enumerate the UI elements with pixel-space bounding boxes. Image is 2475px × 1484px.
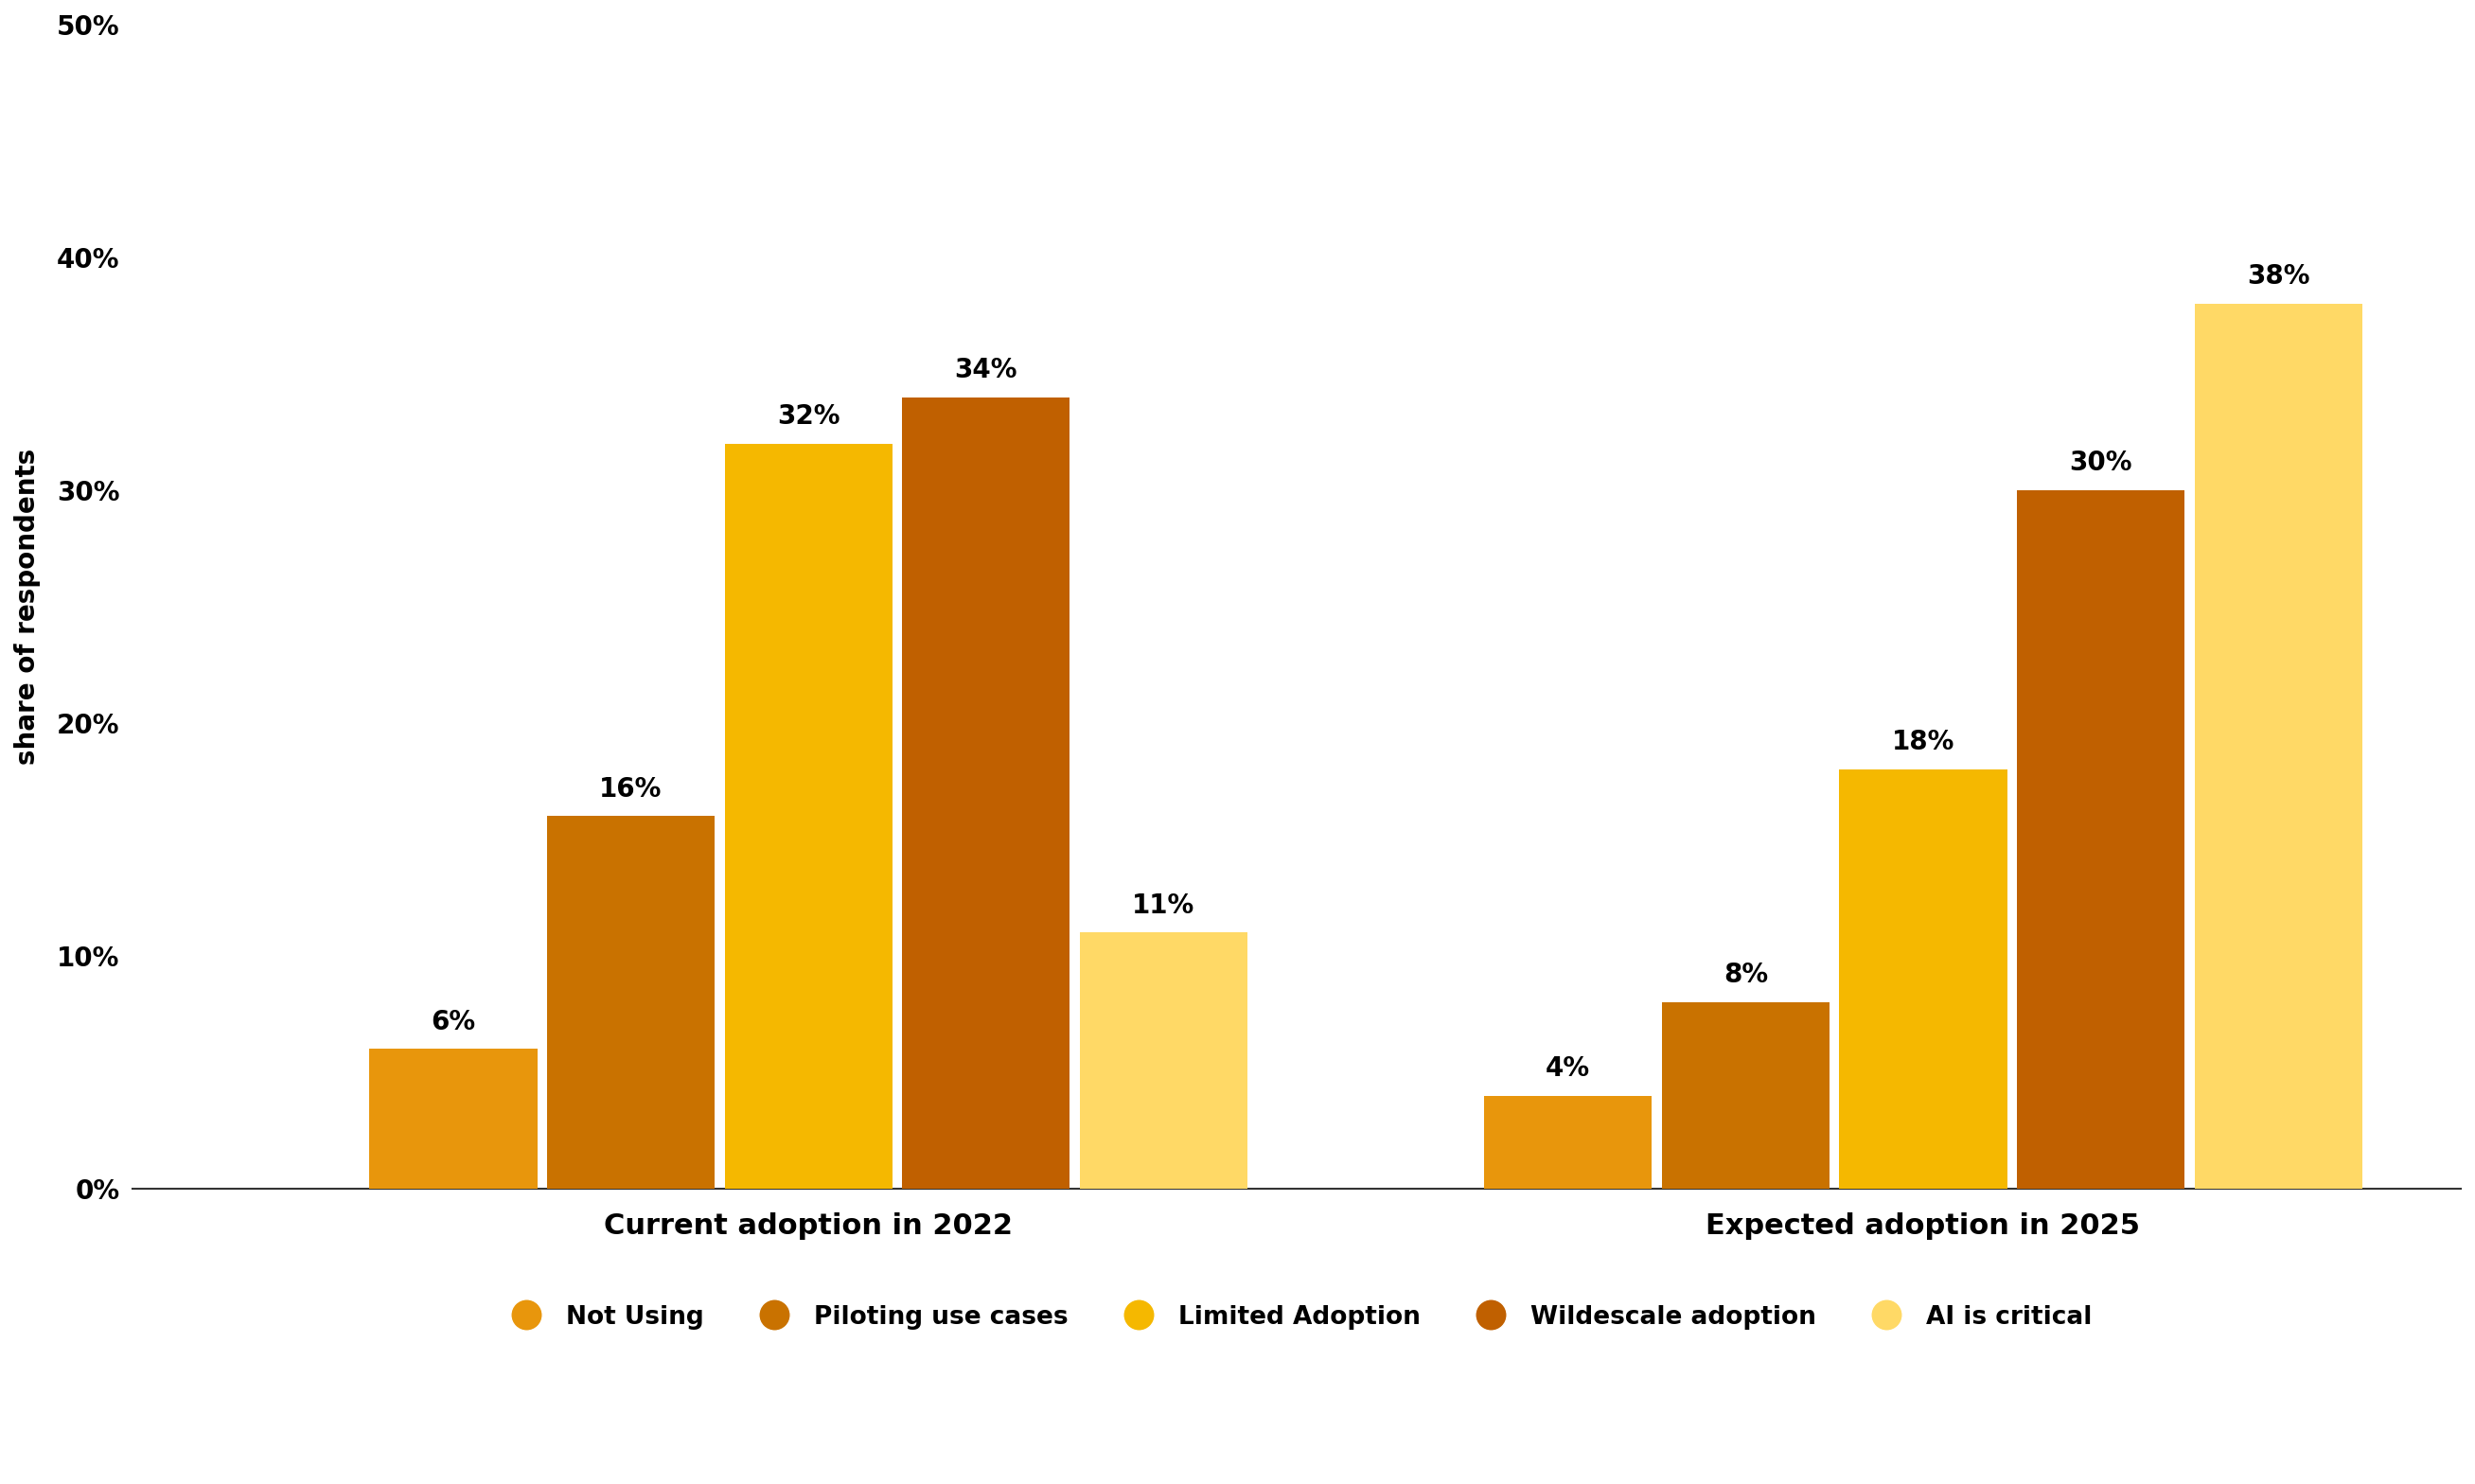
Bar [903,398,1069,1189]
Bar [725,444,893,1189]
Bar [1661,1003,1829,1189]
Text: 32%: 32% [777,404,839,430]
Text: 18%: 18% [1891,729,1955,755]
Bar [1485,1095,1651,1189]
Text: 38%: 38% [2247,264,2309,289]
Bar [547,816,715,1189]
Text: 6%: 6% [431,1009,475,1034]
Bar [1839,770,2007,1189]
Bar [2195,304,2361,1189]
Text: 11%: 11% [1131,892,1195,919]
Text: 4%: 4% [1547,1055,1591,1082]
Y-axis label: share of respondents: share of respondents [15,448,40,764]
Bar [1079,932,1247,1189]
Text: 30%: 30% [2069,450,2131,476]
Bar [369,1049,537,1189]
Text: 16%: 16% [599,776,663,803]
Text: 8%: 8% [1723,962,1767,988]
Bar [2017,490,2185,1189]
Legend: Not Using, Piloting use cases, Limited Adoption, Wildescale adoption, AI is crit: Not Using, Piloting use cases, Limited A… [493,1294,2101,1339]
Text: 34%: 34% [955,356,1017,383]
